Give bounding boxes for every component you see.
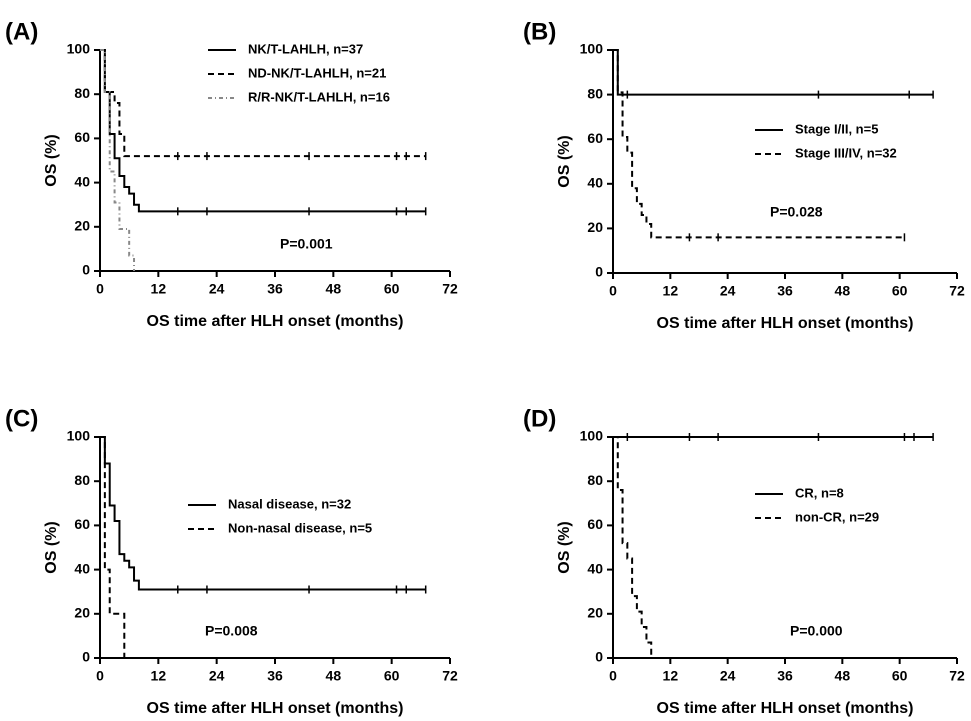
x-tick-label: 24 [209,668,225,684]
legend-label: Non-nasal disease, n=5 [228,520,372,535]
x-tick-label: 60 [384,668,400,684]
x-tick-label: 0 [609,668,617,684]
x-tick-label: 12 [151,281,167,297]
x-tick-label: 60 [892,668,908,684]
y-tick-label: 20 [587,219,603,235]
p-value-annotation: P=0.008 [205,623,258,639]
x-tick-label: 12 [663,283,679,299]
x-tick-label: 72 [442,281,458,297]
y-tick-label: 0 [82,262,90,278]
legend-label: Stage I/II, n=5 [795,121,878,136]
y-tick-label: 80 [74,472,90,488]
x-tick-label: 24 [720,283,736,299]
x-tick-label: 0 [609,283,617,299]
y-axis-label: OS (%) [556,521,573,573]
y-tick-label: 100 [580,428,604,444]
x-tick-label: 60 [892,283,908,299]
y-tick-label: 80 [74,85,90,101]
x-tick-label: 48 [326,281,342,297]
y-tick-label: 40 [587,175,603,191]
y-tick-label: 100 [580,41,604,57]
y-axis-label: OS (%) [43,134,60,186]
legend-label: R/R-NK/T-LAHLH, n=16 [248,89,390,104]
x-axis-label: OS time after HLH onset (months) [657,700,914,717]
y-tick-label: 0 [82,649,90,665]
x-tick-label: 48 [835,668,851,684]
x-tick-label: 24 [209,281,225,297]
p-value-annotation: P=0.000 [790,623,843,639]
km-curve-2 [100,436,126,658]
y-tick-label: 80 [587,472,603,488]
y-tick-label: 40 [74,560,90,576]
y-tick-label: 60 [74,129,90,145]
y-tick-label: 60 [74,516,90,532]
km-curve-2 [613,49,905,239]
x-tick-label: 48 [326,668,342,684]
km-curve-1 [100,436,426,591]
panel-label: (D) [523,405,556,432]
legend-label: CR, n=8 [795,485,844,500]
y-tick-label: 40 [587,560,603,576]
x-tick-label: 36 [777,283,793,299]
x-tick-label: 72 [949,668,965,684]
legend-label: non-CR, n=29 [795,509,879,524]
x-tick-label: 0 [96,668,104,684]
y-axis-label: OS (%) [556,135,573,187]
y-tick-label: 100 [67,428,91,444]
legend-label: Nasal disease, n=32 [228,496,351,511]
y-tick-label: 40 [74,173,90,189]
y-tick-label: 100 [67,41,91,57]
legend-label: Stage III/IV, n=32 [795,145,897,160]
y-tick-label: 0 [595,264,603,280]
y-axis-label: OS (%) [43,521,60,573]
km-curve-1 [613,49,934,96]
x-tick-label: 72 [442,668,458,684]
x-tick-label: 0 [96,281,104,297]
km-curve-3 [100,49,136,271]
panel-a: (A) 0 20 40 60 80 100 0 12 24 36 48 60 72 OS time afte… [5,18,458,330]
x-axis-label: OS time after HLH onset (months) [657,315,914,332]
legend-label: NK/T-LAHLH, n=37 [248,41,363,56]
panel-label: (A) [5,18,38,45]
y-tick-label: 20 [74,605,90,621]
x-tick-label: 48 [835,283,851,299]
x-axis-label: OS time after HLH onset (months) [147,700,404,717]
y-tick-label: 0 [595,649,603,665]
x-tick-label: 12 [151,668,167,684]
y-tick-label: 20 [587,605,603,621]
panel-label: (B) [523,18,556,45]
x-tick-label: 72 [949,283,965,299]
x-tick-label: 60 [384,281,400,297]
x-axis-label: OS time after HLH onset (months) [147,313,404,330]
panel-label: (C) [5,405,38,432]
legend-label: ND-NK/T-LAHLH, n=21 [248,65,386,80]
panel-b: (B) 0 20 40 60 80 100 0 12 24 36 48 60 72 OS time afte… [523,18,965,332]
x-tick-label: 36 [267,668,283,684]
p-value-annotation: P=0.001 [280,236,333,252]
y-tick-label: 80 [587,85,603,101]
panel-c: (C) 0 20 40 60 80 100 0 12 24 36 48 60 72 OS time afte… [5,405,458,717]
x-tick-label: 24 [720,668,736,684]
panel-d: (D) 0 20 40 60 80 100 0 12 24 36 48 60 72 OS time afte… [523,405,965,717]
y-tick-label: 20 [74,218,90,234]
y-tick-label: 60 [587,130,603,146]
x-tick-label: 36 [777,668,793,684]
y-tick-label: 60 [587,516,603,532]
km-curve-2 [613,436,653,658]
p-value-annotation: P=0.028 [770,204,823,220]
x-tick-label: 12 [663,668,679,684]
x-tick-label: 36 [267,281,283,297]
